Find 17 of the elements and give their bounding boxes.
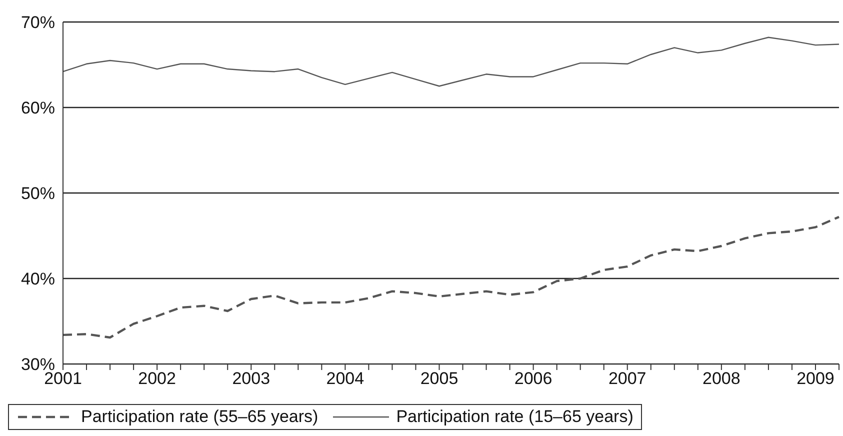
legend-label: Participation rate (15–65 years): [396, 407, 634, 427]
y-tick-label: 60%: [20, 98, 55, 118]
x-tick-label: 2003: [232, 369, 270, 388]
line-series: [62, 216, 840, 339]
x-tick-label: 2008: [702, 369, 740, 388]
x-tick-label: 2006: [514, 369, 552, 388]
y-tick-label: 50%: [20, 184, 55, 204]
y-tick-label: 70%: [20, 13, 55, 32]
y-tick-label: 40%: [20, 270, 55, 289]
legend-label: Participation rate (55–65 years): [81, 407, 318, 427]
x-tick-label: 2001: [44, 369, 82, 388]
x-tick-label: 2009: [796, 369, 834, 388]
x-tick-label: 2005: [420, 369, 458, 388]
x-tick-label: 2002: [138, 369, 176, 388]
x-tick-label: 2007: [608, 369, 646, 388]
line-series: [62, 36, 840, 87]
x-tick-label: 2004: [326, 369, 364, 388]
